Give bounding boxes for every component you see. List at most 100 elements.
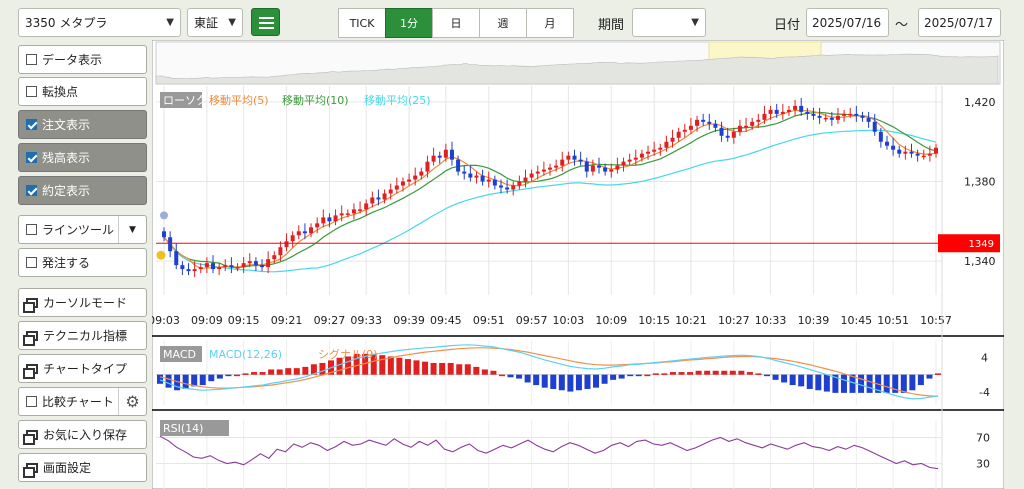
exchange-select[interactable]: 東証 ▼ [187,8,243,37]
current-price-label: 1349 [969,239,994,250]
x-tick-label: 09:21 [271,314,303,327]
macd-histogram-bar [866,374,873,393]
sidebar-item-label: お気に入り保存 [43,428,128,442]
candle-body [462,171,467,174]
x-tick-label: 09:03 [152,314,180,327]
candle-body [443,149,448,158]
x-tick-label: 10:51 [877,314,909,327]
sidebar-item-place-order[interactable]: 発注する [18,248,147,277]
macd-histogram-bar [806,374,813,389]
checkbox-icon[interactable] [26,152,37,163]
macd-histogram-bar [233,374,240,377]
tab-interval-4[interactable]: 月 [526,8,574,38]
macd-histogram-bar [729,370,736,375]
candle-body [302,231,307,234]
sidebar-item-cursor-mode[interactable]: カーソルモード [18,288,147,317]
checkbox-icon[interactable] [26,396,37,407]
sidebar-item-save-favorite[interactable]: お気に入り保存 [18,420,147,449]
macd-histogram-bar [533,374,540,386]
sidebar-item-screen-settings[interactable]: 画面設定 [18,453,147,482]
candle-body [750,121,755,126]
candle-body [768,109,773,114]
candle-body [762,113,767,120]
legend-label: 移動平均(5) [209,93,269,107]
sidebar-item-chart-type[interactable]: チャートタイプ [18,354,147,383]
sidebar-item-position-display[interactable]: 残高表示 [18,143,147,172]
chevron-down-icon[interactable]: ▼ [118,216,146,243]
macd-histogram-bar [336,357,343,375]
macd-histogram-bar [319,362,326,375]
x-tick-label: 09:39 [393,314,425,327]
sidebar-item-data-display[interactable]: データ表示 [18,45,147,74]
candle-body [351,209,356,214]
tab-interval-0[interactable]: TICK [338,8,386,38]
x-tick-label: 09:33 [350,314,382,327]
checkbox-icon[interactable] [26,224,37,235]
macd-histogram-bar [516,374,523,379]
y-tick-label: -4 [979,386,990,399]
legend-label: ローソク [163,94,207,107]
macd-histogram-bar [678,372,685,375]
checkbox-icon[interactable] [26,185,37,196]
candle-body [842,113,847,116]
sidebar-item-compare-chart[interactable]: 比較チャート ⚙ [18,387,147,416]
candle-body [744,125,749,128]
candle-body [211,263,216,270]
candle-body [333,215,338,222]
candle-body [664,141,669,148]
x-tick-label: 09:57 [516,314,548,327]
list-button[interactable] [251,8,280,36]
x-tick-label: 10:03 [553,314,585,327]
y-tick-label: 4 [981,351,988,364]
macd-histogram-bar [174,374,181,391]
sidebar-item-execution-display[interactable]: 約定表示 [18,176,147,205]
chart-panel[interactable]: 09:03 09:09 09:15 09:21 09:27 09:33 09:39 09:45… [152,40,1004,489]
window-icon [23,462,38,478]
candle-body [168,237,173,252]
gear-icon[interactable]: ⚙ [118,388,146,415]
checkbox-icon[interactable] [26,54,37,65]
candle-body [235,267,240,269]
macd-histogram-bar [900,374,907,393]
symbol-select[interactable]: 3350 メタプラ ▼ [18,8,181,37]
macd-histogram-bar [182,374,189,389]
candle-body [719,127,724,136]
y-tick-label: 1,380 [964,176,996,189]
candle-body [560,159,565,166]
checkbox-icon[interactable] [26,86,37,97]
list-icon-line [259,22,274,24]
candle-body [241,263,246,268]
tab-interval-3[interactable]: 週 [479,8,527,38]
candle-body [915,153,920,156]
candle-body [370,197,375,204]
candle-body [584,161,589,172]
candle-body [829,117,834,120]
candle-body [725,135,730,138]
sidebar-item-turning-point[interactable]: 転換点 [18,77,147,106]
checkbox-icon[interactable] [26,119,37,130]
sidebar-item-line-tool[interactable]: ラインツール ▼ [18,215,147,244]
sidebar-item-order-display[interactable]: 注文表示 [18,110,147,139]
candle-body [523,177,528,182]
macd-histogram-bar [251,372,258,375]
macd-histogram-bar [422,361,429,375]
window-icon [23,297,38,313]
date-to-value: 2025/07/17 [924,15,994,30]
rsi-line [159,435,939,470]
candle-body [388,189,393,194]
macd-histogram-bar [712,370,719,375]
candle-body [162,231,166,238]
period-select[interactable]: ▼ [632,8,706,37]
checkbox-icon[interactable] [26,257,37,268]
tab-interval-2[interactable]: 日 [432,8,480,38]
candle-body [407,179,412,182]
date-to-input[interactable]: 2025/07/17 [918,8,1001,37]
sidebar-item-label: テクニカル指標 [43,329,128,343]
date-from-input[interactable]: 2025/07/16 [806,8,889,37]
sidebar-item-technical-indicators[interactable]: テクニカル指標 [18,321,147,350]
candle-body [253,261,258,266]
macd-histogram-bar [216,374,223,379]
tab-interval-1[interactable]: 1分 [385,8,433,38]
macd-histogram-bar [456,364,463,375]
candle-body [707,121,712,124]
